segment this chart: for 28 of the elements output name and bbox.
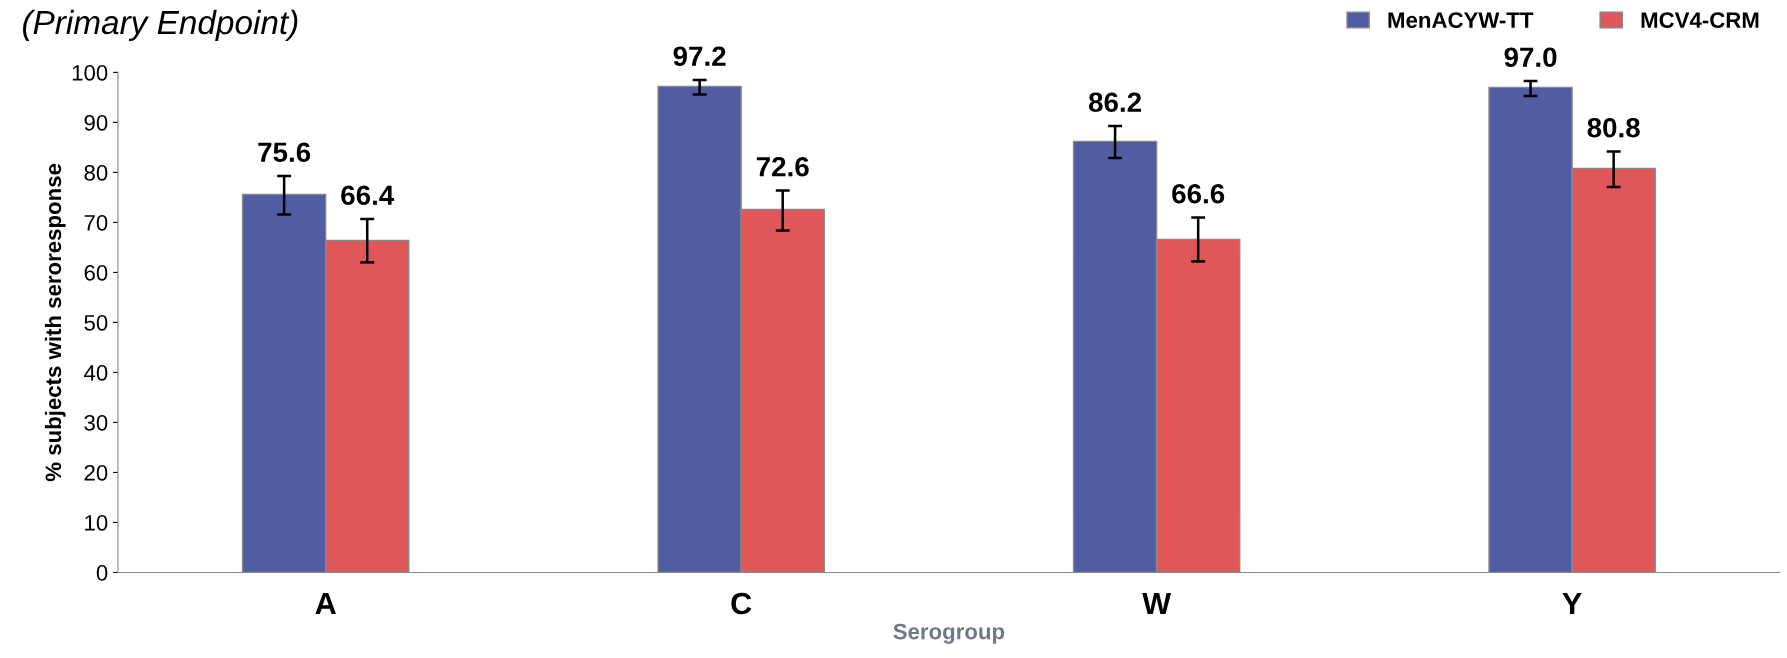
legend-label: MCV4-CRM xyxy=(1641,12,1759,28)
y-tick-label: 50 xyxy=(84,314,108,331)
y-tick-label: 80 xyxy=(84,164,108,181)
x-axis-title: Serogroup xyxy=(893,623,1005,644)
x-tick-label: A xyxy=(315,593,336,615)
y-tick-label: 70 xyxy=(84,214,108,231)
data-label: 75.6 xyxy=(258,142,311,163)
y-tick-label: 60 xyxy=(84,264,108,281)
y-axis-title: % subjects with seroresponse xyxy=(44,163,66,482)
x-tick-label: W xyxy=(1142,593,1172,615)
y-tick-label: 40 xyxy=(84,364,108,381)
y-tick-label: 0 xyxy=(96,564,108,581)
y-tick-label: 20 xyxy=(84,464,108,481)
chart-title: (Primary Endpoint) xyxy=(23,9,298,41)
data-label: 72.6 xyxy=(756,156,809,177)
y-tick-label: 90 xyxy=(84,114,108,131)
data-label: 66.6 xyxy=(1172,183,1225,204)
data-label: 80.8 xyxy=(1587,117,1640,138)
y-tick-label: 30 xyxy=(84,414,108,431)
y-tick-label: 100 xyxy=(72,64,108,81)
data-label: 66.4 xyxy=(341,185,395,206)
data-label: 97.0 xyxy=(1504,47,1557,68)
legend-label: MenACYW-TT xyxy=(1388,12,1534,28)
y-tick-label: 10 xyxy=(85,514,108,531)
data-label: 97.2 xyxy=(673,46,726,67)
x-tick-label: Y xyxy=(1562,593,1582,615)
data-label: 86.2 xyxy=(1088,92,1142,113)
x-tick-label: C xyxy=(731,592,752,615)
